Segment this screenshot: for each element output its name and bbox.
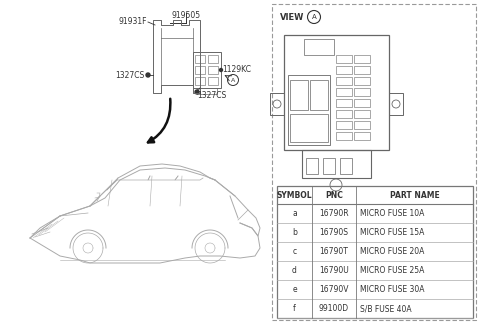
Text: MICRO FUSE 30A: MICRO FUSE 30A xyxy=(360,285,424,294)
Text: b: b xyxy=(292,228,297,237)
Text: 16790T: 16790T xyxy=(320,247,348,256)
Text: A: A xyxy=(312,14,316,20)
Text: MICRO FUSE 15A: MICRO FUSE 15A xyxy=(360,228,424,237)
Text: 1129KC: 1129KC xyxy=(222,66,251,74)
Text: MICRO FUSE 10A: MICRO FUSE 10A xyxy=(360,209,424,218)
Text: 91931F: 91931F xyxy=(119,17,147,27)
Text: 16790S: 16790S xyxy=(320,228,348,237)
Text: PNC: PNC xyxy=(325,191,343,199)
Text: e: e xyxy=(292,285,297,294)
Text: f: f xyxy=(293,304,296,313)
Text: c: c xyxy=(292,247,297,256)
Text: 1327CS: 1327CS xyxy=(115,71,144,79)
Text: MICRO FUSE 25A: MICRO FUSE 25A xyxy=(360,266,424,275)
Text: S/B FUSE 40A: S/B FUSE 40A xyxy=(360,304,412,313)
Text: 919505: 919505 xyxy=(171,11,201,20)
Text: 99100D: 99100D xyxy=(319,304,349,313)
Circle shape xyxy=(195,90,199,94)
Text: A: A xyxy=(231,77,235,83)
Text: MICRO FUSE 20A: MICRO FUSE 20A xyxy=(360,247,424,256)
Text: d: d xyxy=(292,266,297,275)
Text: PART NAME: PART NAME xyxy=(390,191,439,199)
Text: a: a xyxy=(292,209,297,218)
Circle shape xyxy=(146,73,150,77)
Text: 16790U: 16790U xyxy=(319,266,349,275)
Text: VIEW: VIEW xyxy=(280,13,304,22)
Text: 16790R: 16790R xyxy=(319,209,349,218)
Circle shape xyxy=(219,69,223,72)
Text: SYMBOL: SYMBOL xyxy=(276,191,312,199)
Text: 16790V: 16790V xyxy=(319,285,349,294)
Text: 1327CS: 1327CS xyxy=(197,92,226,100)
